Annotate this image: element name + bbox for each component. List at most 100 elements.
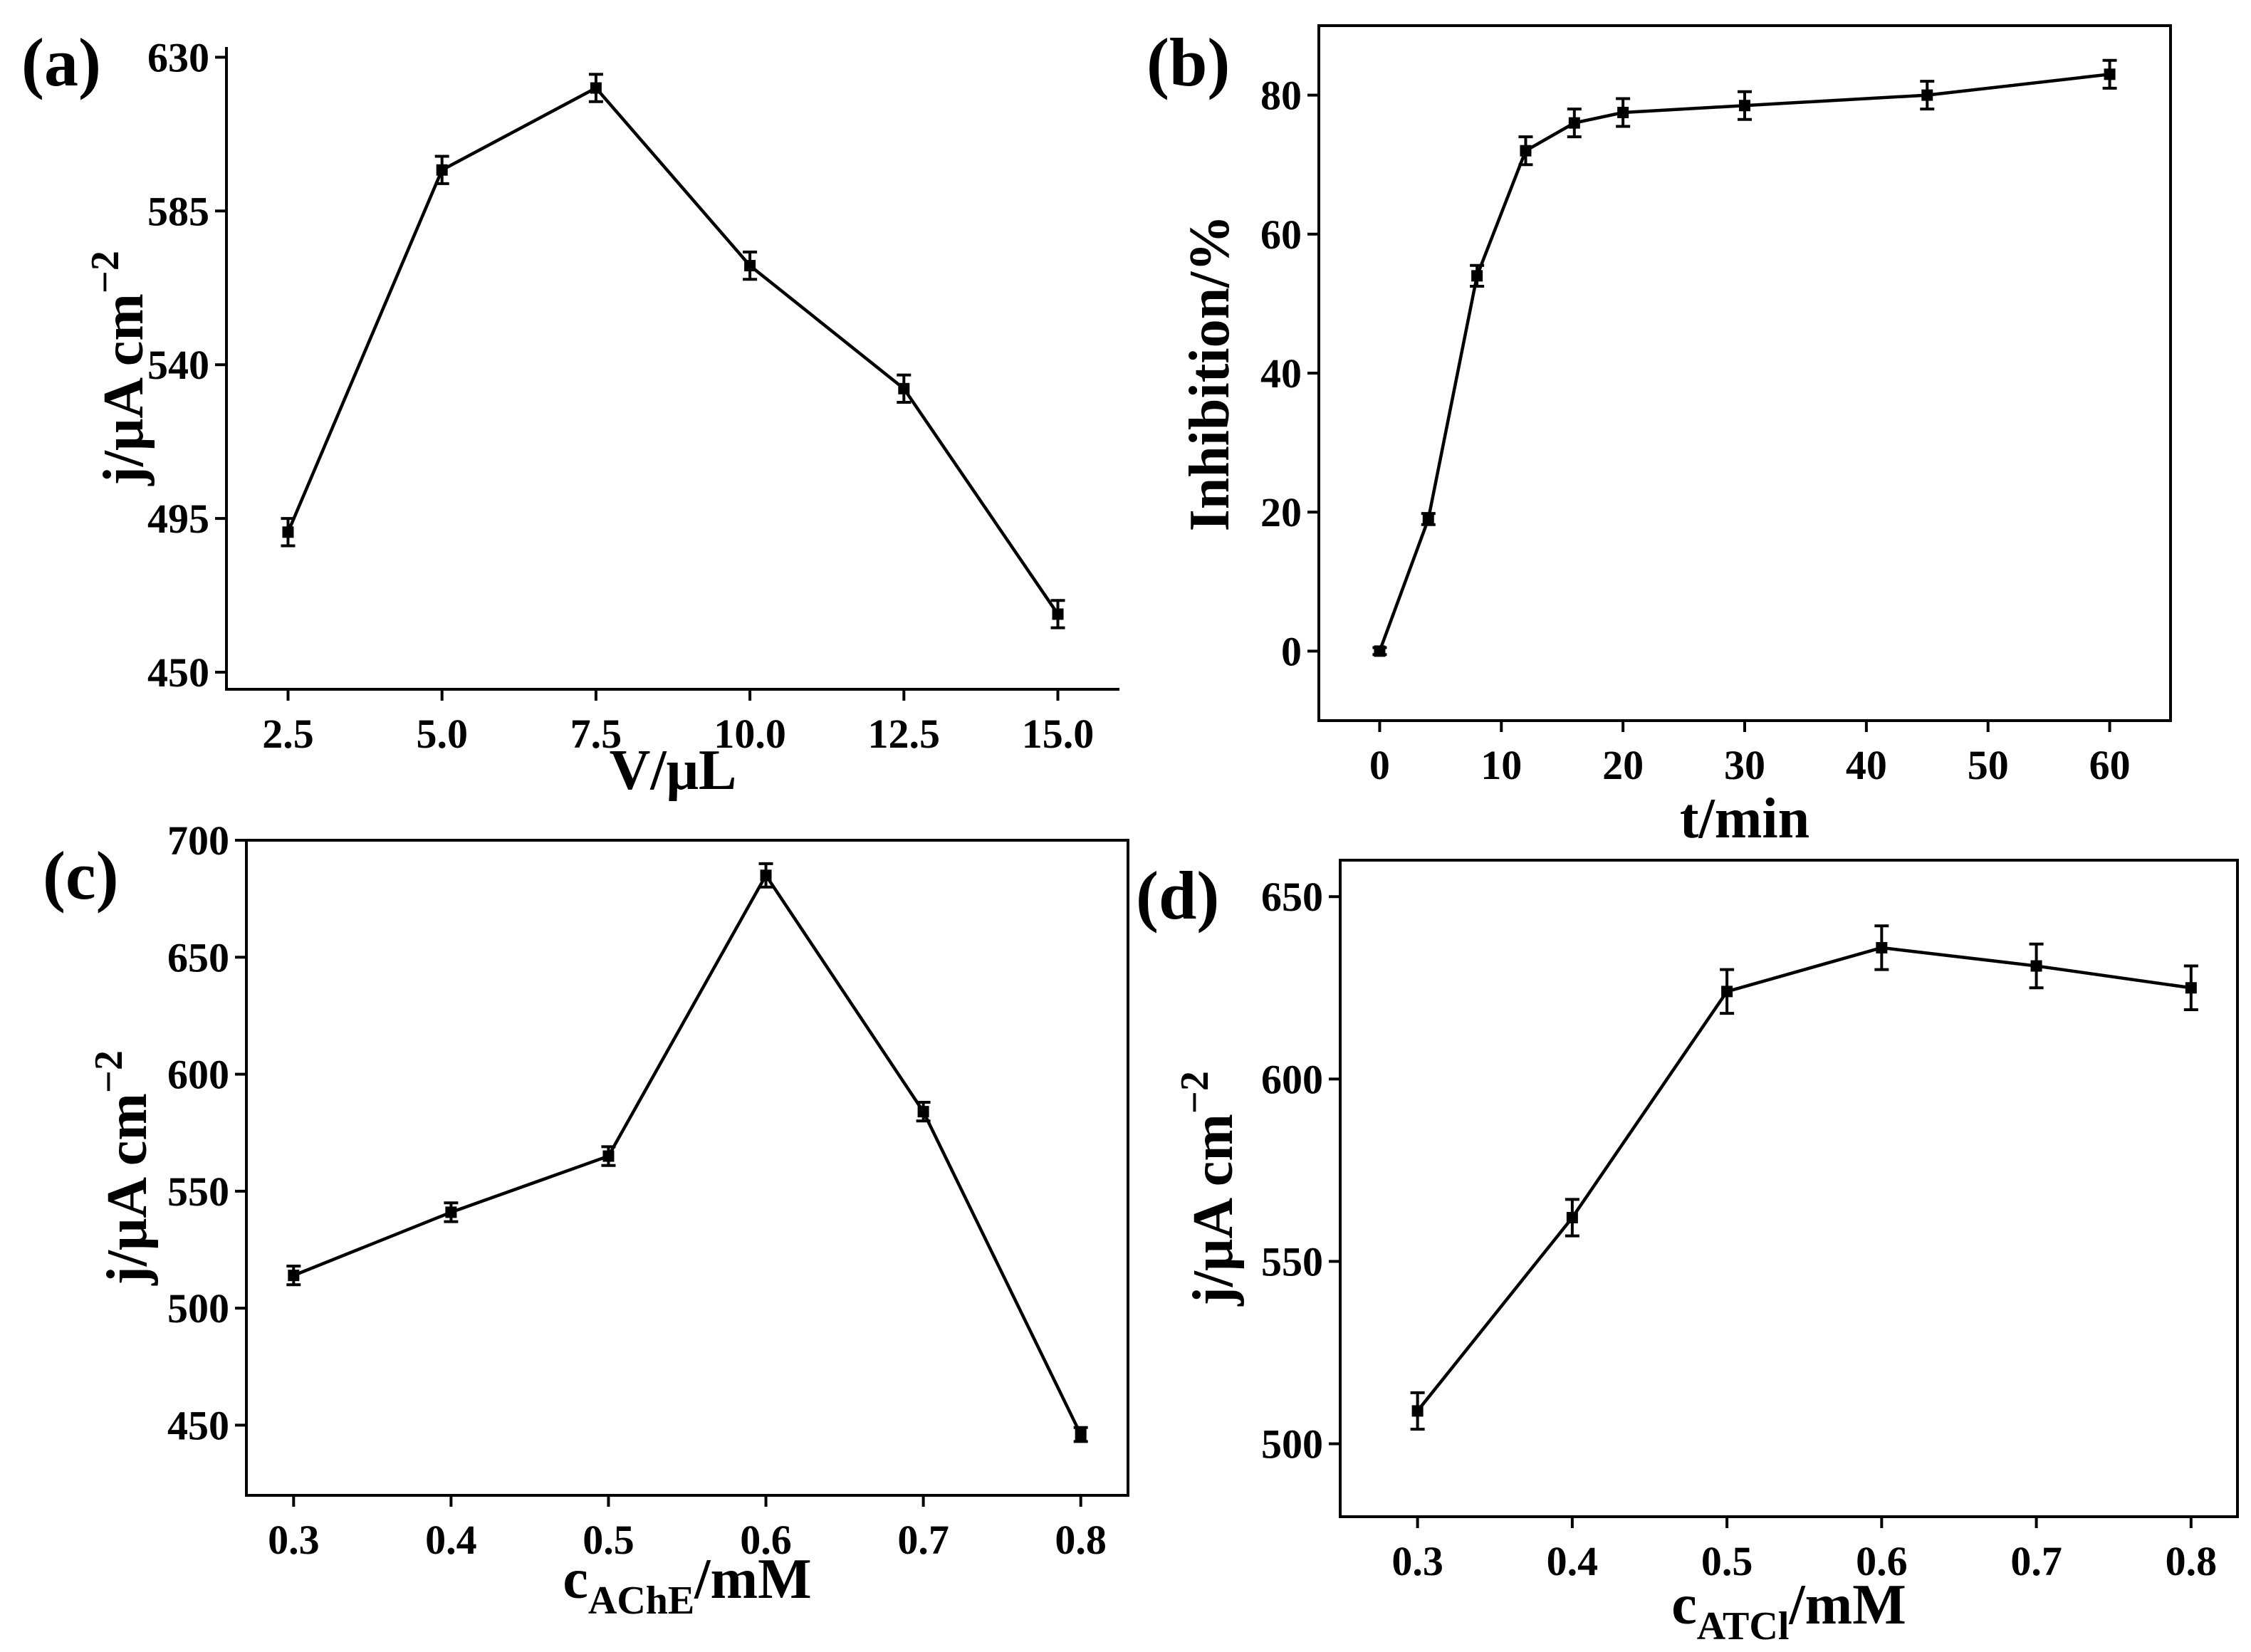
x-tick-label: 0.8 [2166,1538,2218,1584]
panel-b: 0 10 20 30 40 50 60 0 20 40 60 80 (b) t/min Inhibition… [1147,24,2172,850]
x-tick-label: 10 [1480,742,1522,788]
x-axis-label-unit: /mM [694,1548,811,1611]
panel-a: 2.5 5.0 7.5 10.0 12.5 15.0 450 495 540 585 630 (a) V… [21,24,1119,802]
axes-frame [225,47,1119,691]
data-point [1075,1428,1087,1441]
x-axis-label: V/μL [610,739,737,802]
x-axis-label-subscript: AChE [588,1579,694,1623]
data-point [2104,68,2116,80]
y-axis-label: j/μA cm−2 [87,1050,159,1286]
y-axis-label-superscript: −2 [1173,1071,1217,1114]
x-tick-label: 10.0 [714,711,786,757]
data-point [1520,145,1532,157]
data-point [1566,1211,1578,1223]
x-tick-label: 5.0 [416,711,468,757]
x-tick-label: 7.5 [570,711,622,757]
panel-label: (d) [1136,857,1219,934]
x-axis-label-subscript: ATCl [1697,1604,1790,1648]
y-tick-label: 550 [1261,1238,1323,1285]
y-tick-label: 495 [147,496,209,542]
data-point [1921,89,1933,101]
plot-frame [245,839,1129,1497]
y-axis-label-main: j/μA cm [96,1093,159,1286]
data-point [590,82,602,94]
data-point [917,1106,929,1118]
data-point [1721,986,1733,998]
y-axis-label-main: Inhibition/% [1179,215,1241,532]
panel-label: (b) [1147,24,1230,100]
y-tick-label: 500 [167,1285,229,1332]
data-point [282,526,294,538]
y-tick-label: 650 [1261,874,1323,920]
x-tick-label: 0.6 [1856,1538,1908,1584]
y-tick-label: 650 [167,934,229,981]
data-point [1617,107,1629,118]
y-axis-label: j/μA cm−2 [1173,1071,1245,1307]
y-tick-label: 630 [147,34,209,80]
y-axis-label: j/μA cm−2 [83,251,155,486]
x-tick-label: 0.3 [1391,1538,1443,1584]
y-tick-label: 550 [167,1169,229,1215]
y-tick-label: 500 [1261,1421,1323,1468]
data-point [1876,941,1888,953]
x-tick-label: 15.0 [1022,711,1095,757]
y-tick-label: 450 [147,649,209,696]
data-point [2185,982,2197,994]
x-tick-label: 0.5 [583,1517,634,1563]
x-tick-label: 60 [2089,742,2131,788]
x-axis-label: cAChE/mM [563,1548,811,1623]
y-axis-label-main: j/μA cm [1182,1114,1245,1307]
data-point [445,1206,457,1218]
x-tick-label: 0.4 [425,1517,477,1563]
data-point [1568,117,1580,129]
x-tick-label: 0.5 [1701,1538,1753,1584]
series-line [286,85,1060,615]
x-tick-label: 0 [1369,742,1390,788]
data-point [744,260,756,272]
x-axis-label-main: c [1671,1574,1697,1636]
panel-label: (c) [43,837,119,914]
data-point [1422,513,1434,525]
panel-d: 0.3 0.4 0.5 0.6 0.7 0.8 500 550 600 650 (d) cATCl/m… [1136,857,2239,1648]
data-point [1052,608,1064,620]
y-tick-label: 700 [167,817,229,864]
panel-c: 0.3 0.4 0.5 0.6 0.7 0.8 450 500 550 600 650 700 (c) c… [43,817,1129,1623]
x-axis-label-main: c [563,1548,588,1611]
data-point [1739,100,1750,112]
y-tick-label: 540 [147,342,209,388]
x-tick-label: 0.7 [897,1517,949,1563]
x-tick-label: 0.6 [740,1517,792,1563]
data-point [898,382,910,394]
x-tick-label: 30 [1724,742,1765,788]
data-point [1471,270,1483,282]
y-axis-label-main: j/μA cm [93,293,155,486]
data-point [1374,645,1386,657]
x-tick-label: 50 [1968,742,2009,788]
y-tick-label: 60 [1260,211,1302,258]
data-point [1411,1405,1424,1417]
x-tick-label: 12.5 [868,711,941,757]
y-tick-label: 40 [1260,350,1302,397]
y-tick-label: 20 [1260,489,1302,535]
data-point [760,869,772,882]
y-tick-label: 600 [1261,1056,1323,1102]
data-point [602,1150,615,1162]
series-line [1416,946,2192,1412]
data-point [436,164,448,176]
x-tick-label: 0.4 [1547,1538,1599,1584]
x-tick-label: 2.5 [262,711,314,757]
x-tick-label: 40 [1846,742,1887,788]
panel-label: (a) [21,24,101,100]
y-axis-label-superscript: −2 [83,251,127,293]
plot-frame [1317,24,2172,722]
series-line [1378,73,2110,652]
y-tick-label: 585 [147,188,209,234]
x-axis-label: cATCl/mM [1671,1574,1906,1648]
data-point [288,1270,300,1282]
x-tick-label: 0.8 [1055,1517,1107,1563]
y-tick-label: 450 [167,1402,229,1448]
data-point [2030,960,2042,972]
y-tick-label: 80 [1260,73,1302,119]
x-tick-label: 0.7 [2010,1538,2062,1584]
